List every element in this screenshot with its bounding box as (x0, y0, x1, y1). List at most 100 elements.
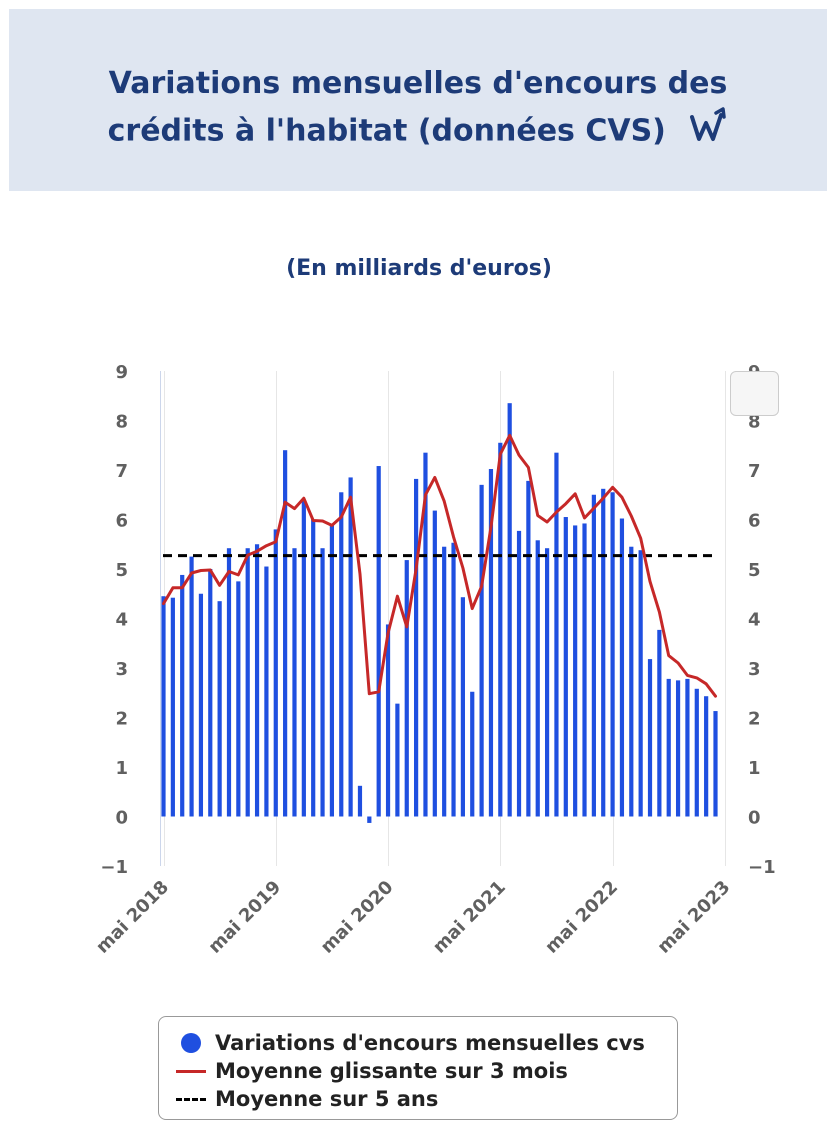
bar (189, 556, 194, 817)
bar (170, 597, 175, 817)
bar (507, 403, 512, 817)
bar (161, 596, 166, 817)
bar (292, 548, 297, 817)
y-tick-right: 2 (748, 709, 761, 730)
bar (311, 519, 316, 817)
title-line-2-text: crédits à l'habitat (données CVS) (107, 113, 666, 149)
bar (367, 816, 372, 823)
x-tick-label: mai 2022 (541, 877, 622, 958)
bar (685, 678, 690, 817)
bar (629, 546, 634, 817)
bar (273, 529, 278, 817)
bar (414, 478, 419, 817)
bar (619, 518, 625, 817)
bar (339, 492, 344, 817)
y-tick-right: −1 (748, 857, 776, 878)
bar (254, 544, 260, 817)
y-tick-left: 9 (115, 362, 128, 383)
bar (320, 548, 325, 817)
bar (404, 560, 409, 817)
bar (647, 659, 653, 817)
bar (198, 593, 204, 817)
bar (451, 542, 456, 817)
bar (535, 540, 540, 817)
y-tick-left: −1 (100, 857, 128, 878)
bar (395, 703, 400, 817)
legend-item-bars[interactable]: Variations d'encours mensuelles cvs (173, 1029, 645, 1057)
y-tick-left: 3 (115, 659, 128, 680)
bar (516, 530, 522, 817)
bar (694, 688, 699, 817)
legend-item-five-year-average[interactable]: Moyenne sur 5 ans (173, 1085, 438, 1113)
legend: Variations d'encours mensuelles cvs Moye… (158, 1016, 678, 1120)
bar (554, 452, 559, 817)
y-tick-right: 0 (748, 808, 761, 829)
y-tick-left: 1 (115, 758, 128, 779)
bar (301, 499, 306, 817)
bar (442, 546, 447, 817)
bar (236, 581, 241, 817)
legend-label-five-year-average: Moyenne sur 5 ans (215, 1087, 439, 1111)
y-tick-right: 1 (748, 758, 761, 779)
bar (208, 569, 213, 817)
x-tick-label: mai 2020 (317, 877, 398, 958)
x-axis: mai 2018 mai 2019 mai 2020 mai 2021 mai 2022… (92, 877, 734, 958)
bar (460, 597, 465, 817)
legend-label-bars: Variations d'encours mensuelles cvs (215, 1031, 645, 1055)
y-tick-right: 5 (748, 560, 761, 581)
bar (470, 691, 475, 817)
legend-label-moving-average: Moyenne glissante sur 3 mois (215, 1059, 568, 1083)
dashed-line-icon (176, 1097, 206, 1101)
bar (591, 494, 596, 817)
bar (385, 624, 391, 817)
y-tick-left: 4 (115, 610, 128, 631)
x-tick-label: mai 2019 (204, 877, 285, 958)
blue-dot-icon (181, 1033, 201, 1053)
bar (675, 680, 681, 817)
bar (283, 450, 288, 817)
title-line-2: crédits à l'habitat (données CVS) (9, 107, 827, 157)
x-tick-label: mai 2021 (429, 877, 510, 958)
bar (488, 469, 494, 817)
chart-menu-button[interactable] (730, 371, 779, 416)
y-tick-left: 8 (115, 412, 128, 433)
bar (423, 452, 428, 817)
bar (526, 480, 531, 817)
bar (357, 785, 363, 817)
bar (245, 548, 250, 817)
y-axis-left: 9 8 7 6 5 4 3 2 1 0 −1 (100, 362, 128, 878)
bar (666, 678, 671, 817)
y-tick-right: 6 (748, 511, 761, 532)
moving-average-line (162, 433, 717, 698)
y-tick-right: 8 (748, 412, 761, 433)
chart-subtitle: (En milliards d'euros) (286, 256, 552, 281)
bar (329, 524, 335, 817)
bar (601, 488, 606, 817)
bar (498, 442, 503, 817)
y-tick-right: 4 (748, 610, 761, 631)
bar (544, 548, 550, 817)
trend-arrow-w-icon (688, 107, 728, 157)
bar (180, 574, 185, 817)
bar (479, 484, 484, 817)
moving-average-series (162, 433, 717, 698)
y-tick-right: 3 (748, 659, 761, 680)
legend-item-moving-average[interactable]: Moyenne glissante sur 3 mois (173, 1057, 568, 1085)
title-line-1: Variations mensuelles d'encours des (108, 66, 728, 101)
bar (610, 492, 615, 817)
bar (713, 711, 718, 817)
bar (264, 566, 269, 817)
y-tick-left: 2 (115, 709, 128, 730)
red-line-icon (176, 1069, 206, 1073)
bar (376, 466, 381, 817)
header-panel: Variations mensuelles d'encours des créd… (9, 9, 827, 191)
chart-title: Variations mensuelles d'encours des créd… (9, 61, 827, 157)
y-tick-right: 7 (748, 461, 761, 482)
x-tick-label: mai 2023 (653, 877, 734, 958)
y-tick-left: 6 (115, 511, 128, 532)
bar (573, 525, 578, 817)
bar (704, 696, 709, 817)
bars-series (161, 403, 718, 823)
